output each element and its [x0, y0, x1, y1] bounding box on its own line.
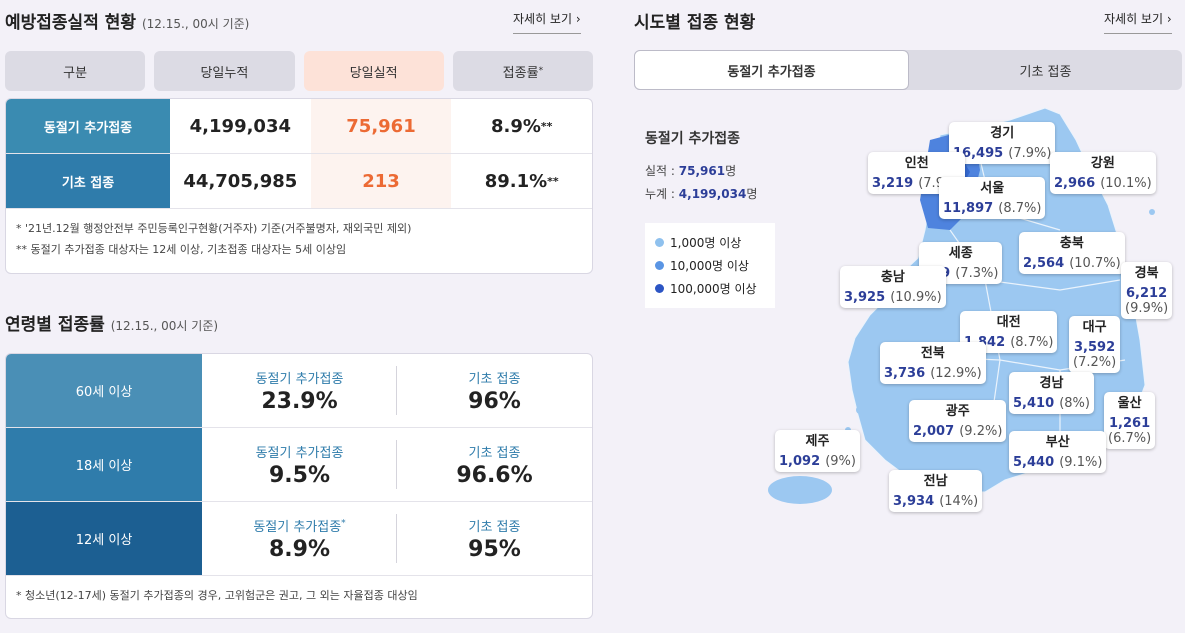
booster-cumulative: 4,199,034	[189, 115, 292, 137]
table-row: 동절기 추가접종 4,199,034 75,961 8.9% **	[6, 99, 592, 154]
age-12-basic-value: 95%	[468, 536, 521, 562]
age-18-booster: 동절기 추가접종 9.5%	[202, 428, 397, 501]
region-gangwon[interactable]: 강원 2,966 (10.1%)	[1050, 152, 1156, 194]
region-seoul[interactable]: 서울 11,897 (8.7%)	[939, 177, 1046, 219]
basic-daily: 213	[310, 154, 452, 208]
age-12-basic-label: 기초 접종	[468, 519, 521, 535]
region-jeju[interactable]: 제주 1,092 (9%)	[775, 430, 860, 472]
table-row: 기초 접종 44,705,985 213 89.1% **	[6, 154, 592, 209]
total-summary: 누계 : 4,199,034명	[645, 185, 757, 202]
total-summary-unit: 명	[746, 187, 758, 201]
age-rate-table: 60세 이상 동절기 추가접종 23.9% 기초 접종 96% 18세 이상 동…	[5, 353, 593, 619]
age-12-booster-value: 8.9%	[268, 536, 330, 562]
stats-notes: * '21년.12월 행정안전부 주민등록인구현황(거주자) 기준(거주불명자,…	[6, 209, 592, 269]
vaccination-status-subtitle: (12.15., 00시 기준)	[141, 17, 250, 31]
header-category: 구분	[5, 51, 146, 91]
header-rate: 접종률 *	[452, 51, 593, 91]
region-more-link[interactable]: 자세히 보기 ›	[1104, 10, 1172, 34]
header-rate-mark: *	[538, 66, 544, 76]
basic-rate-mark: **	[547, 174, 559, 188]
age-18-booster-label: 동절기 추가접종	[255, 445, 344, 461]
legend-item: 100,000명 이상	[655, 277, 765, 300]
daily-summary-label: 실적 :	[645, 164, 675, 178]
age-60-basic-label: 기초 접종	[468, 371, 521, 387]
stats-note-2: ** 동절기 추가접종 대상자는 12세 이상, 기초접종 대상자는 5세 이상…	[16, 243, 347, 256]
age-18-basic-value: 96.6%	[456, 462, 533, 488]
booster-daily: 75,961	[310, 99, 452, 153]
age-60-booster-label: 동절기 추가접종	[255, 371, 344, 387]
region-tabs: 동절기 추가접종 기초 접종	[634, 50, 1182, 90]
daily-summary: 실적 : 75,961명	[645, 162, 757, 179]
age-label-12: 12세 이상	[6, 502, 202, 575]
basic-rate: 89.1% **	[451, 154, 592, 208]
daily-summary-value: 75,961	[678, 164, 726, 178]
island-shape	[856, 406, 864, 414]
age-18-basic-label: 기초 접종	[468, 445, 521, 461]
booster-rate-mark: **	[540, 119, 553, 133]
stats-table: 동절기 추가접종 4,199,034 75,961 8.9% ** 기초 접종 4…	[5, 98, 593, 274]
tab-basic[interactable]: 기초 접종	[1019, 64, 1072, 80]
header-cumulative: 당일누적	[154, 51, 295, 91]
legend-item: 1,000명 이상	[655, 231, 765, 254]
daily-summary-unit: 명	[725, 164, 737, 178]
row-label-basic: 기초 접종	[6, 154, 170, 208]
legend-dot-icon	[655, 261, 664, 270]
region-gyeonggi[interactable]: 경기 16,495 (7.9%)	[949, 122, 1056, 164]
region-daegu[interactable]: 대구 3,592 (7.2%)	[1069, 316, 1121, 373]
table-row: 12세 이상 동절기 추가접종* 8.9% 기초 접종 95%	[6, 502, 592, 576]
region-busan[interactable]: 부산 5,440 (9.1%)	[1009, 431, 1107, 473]
total-summary-value: 4,199,034	[678, 187, 747, 201]
age-12-booster: 동절기 추가접종* 8.9%	[202, 502, 397, 575]
map-legend: 1,000명 이상 10,000명 이상 100,000명 이상	[645, 223, 775, 308]
region-summary-title: 동절기 추가접종	[645, 131, 741, 147]
age-18-basic: 기초 접종 96.6%	[397, 428, 592, 501]
stats-note-1: * '21년.12월 행정안전부 주민등록인구현황(거주자) 기준(거주불명자,…	[16, 222, 412, 235]
age-rate-subtitle: (12.15., 00시 기준)	[110, 319, 219, 333]
region-gyeongnam[interactable]: 경남 5,410 (8%)	[1009, 372, 1094, 414]
region-gwangju[interactable]: 광주 2,007 (9.2%)	[909, 400, 1007, 442]
age-label-18: 18세 이상	[6, 428, 202, 501]
vaccination-more-link[interactable]: 자세히 보기 ›	[513, 10, 581, 34]
table-row: 60세 이상 동절기 추가접종 23.9% 기초 접종 96%	[6, 354, 592, 428]
region-chungbuk[interactable]: 충북 2,564 (10.7%)	[1019, 232, 1125, 274]
region-summary: 동절기 추가접종 실적 : 75,961명 누계 : 4,199,034명	[645, 128, 757, 208]
header-daily: 당일실적	[303, 51, 444, 91]
row-label-booster: 동절기 추가접종	[6, 99, 170, 153]
table-row: 18세 이상 동절기 추가접종 9.5% 기초 접종 96.6%	[6, 428, 592, 502]
booster-rate-value: 8.9%	[490, 115, 541, 137]
age-60-booster-value: 23.9%	[261, 388, 338, 414]
age-12-basic: 기초 접종 95%	[397, 502, 592, 575]
region-jeonbuk[interactable]: 전북 3,736 (12.9%)	[880, 342, 986, 384]
region-chungnam[interactable]: 충남 3,925 (10.9%)	[840, 266, 946, 308]
legend-dot-icon	[655, 238, 664, 247]
age-60-basic: 기초 접종 96%	[397, 354, 592, 427]
legend-dot-icon	[655, 284, 664, 293]
age-rate-title: 연령별 접종률 (12.15., 00시 기준)	[5, 310, 218, 335]
booster-rate: 8.9% **	[451, 99, 592, 153]
region-gyeongbuk[interactable]: 경북 6,212 (9.9%)	[1121, 262, 1173, 319]
stats-header-row: 구분 당일누적 당일실적 접종률 *	[5, 51, 593, 91]
age-60-basic-value: 96%	[468, 388, 521, 414]
tab-booster[interactable]: 동절기 추가접종	[634, 50, 909, 90]
legend-item: 10,000명 이상	[655, 254, 765, 277]
jeju-shape	[768, 476, 832, 504]
age-rate-title-text: 연령별 접종률	[5, 315, 105, 335]
vaccination-status-title-text: 예방접종실적 현황	[5, 13, 137, 33]
age-rate-note: * 청소년(12-17세) 동절기 추가접종의 경우, 고위험군은 권고, 그 …	[16, 589, 418, 602]
age-60-booster: 동절기 추가접종 23.9%	[202, 354, 397, 427]
basic-rate-value: 89.1%	[484, 170, 548, 192]
basic-cumulative: 44,705,985	[183, 170, 298, 192]
region-jeonnam[interactable]: 전남 3,934 (14%)	[889, 470, 983, 512]
age-12-booster-label: 동절기 추가접종*	[253, 518, 346, 535]
age-label-60: 60세 이상	[6, 354, 202, 427]
total-summary-label: 누계 :	[645, 187, 675, 201]
age-18-booster-value: 9.5%	[268, 462, 330, 488]
header-rate-label: 접종률	[502, 65, 539, 81]
region-status-title: 시도별 접종 현황	[634, 13, 756, 33]
vaccination-status-title: 예방접종실적 현황 (12.15., 00시 기준)	[5, 8, 249, 33]
region-ulsan[interactable]: 울산 1,261 (6.7%)	[1104, 392, 1156, 449]
island-shape	[1149, 209, 1155, 215]
